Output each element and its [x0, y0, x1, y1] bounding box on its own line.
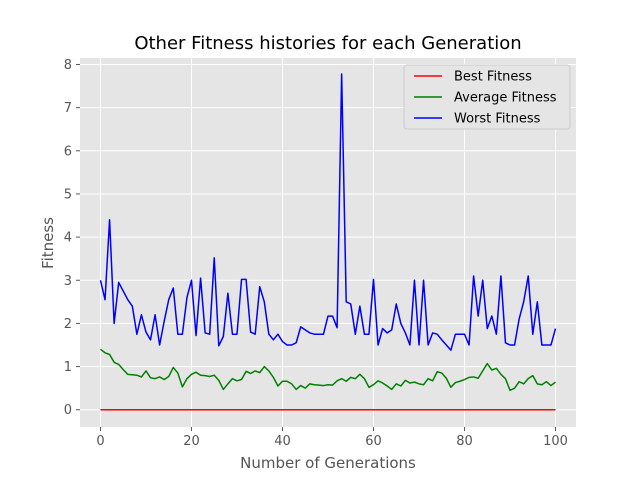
chart-title: Other Fitness histories for each Generat… — [134, 33, 521, 54]
x-tick-label: 80 — [456, 434, 473, 449]
y-tick-label: 5 — [64, 187, 72, 202]
y-tick-label: 1 — [64, 360, 72, 375]
legend-label: Average Fitness — [454, 91, 557, 106]
y-axis-ticks: 0 1 2 3 4 5 6 7 8 — [64, 58, 80, 418]
x-axis-label: Number of Generations — [240, 454, 416, 472]
legend: Best Fitness Average Fitness Worst Fitness — [403, 64, 571, 130]
x-tick-label: 100 — [543, 434, 568, 449]
series-line-average-fitness — [100, 348, 556, 392]
y-axis-label: Fitness — [39, 217, 57, 269]
y-tick-label: 3 — [64, 274, 72, 289]
legend-label: Worst Fitness — [454, 112, 541, 127]
y-tick-label: 8 — [64, 58, 72, 73]
x-tick-label: 20 — [183, 434, 200, 449]
x-tick-label: 40 — [274, 434, 291, 449]
y-tick-label: 4 — [64, 231, 72, 246]
y-tick-label: 0 — [64, 403, 72, 418]
x-tick-label: 60 — [365, 434, 382, 449]
grid — [80, 58, 576, 427]
y-tick-label: 7 — [64, 101, 72, 116]
x-axis-ticks: 0 20 40 60 80 100 — [96, 427, 568, 449]
series-line-worst-fitness — [99, 73, 557, 351]
y-tick-label: 6 — [64, 144, 72, 159]
y-tick-label: 2 — [64, 317, 72, 332]
x-tick-label: 0 — [96, 434, 104, 449]
series-lines — [99, 73, 557, 411]
legend-label: Best Fitness — [454, 70, 532, 85]
legend-box — [403, 64, 571, 130]
